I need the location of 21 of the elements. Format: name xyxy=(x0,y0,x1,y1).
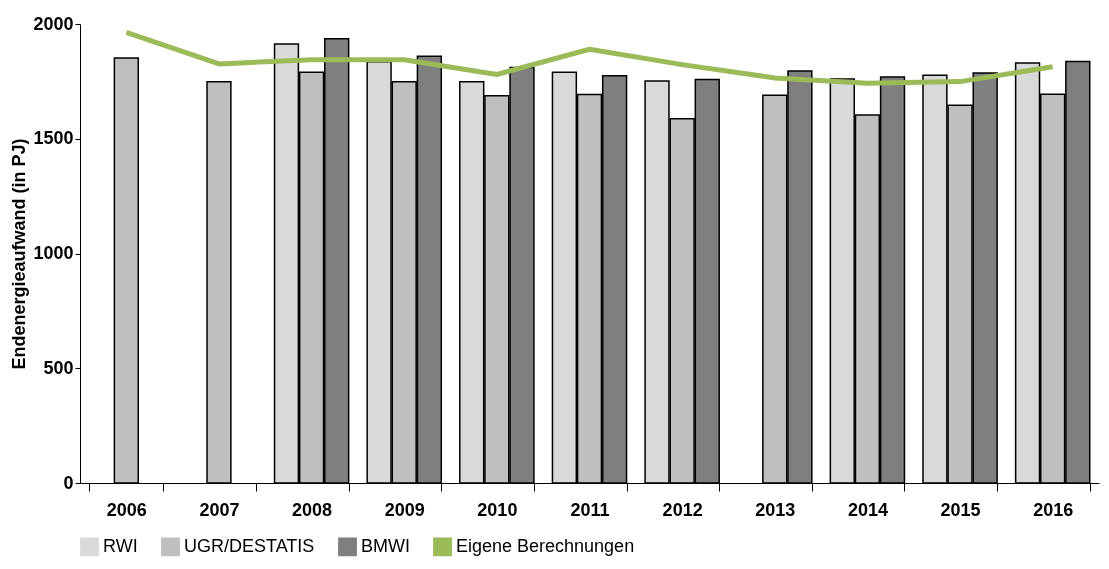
x-tick-label: 2011 xyxy=(570,499,610,520)
x-tick-label: 2006 xyxy=(106,499,147,520)
x-tick-label: 2014 xyxy=(847,499,888,520)
x-tick-label: 2009 xyxy=(384,499,425,520)
legend-label: Eigene Berechnungen xyxy=(456,535,635,556)
x-tick-label: 2016 xyxy=(1033,499,1074,520)
legend-label: BMWI xyxy=(361,535,410,556)
x-tick-label: 2008 xyxy=(292,499,333,520)
y-tick-label: 500 xyxy=(43,357,74,378)
x-tick-label: 2010 xyxy=(477,499,518,520)
legend-label: RWI xyxy=(103,535,138,556)
y-tick-label: 1000 xyxy=(33,243,74,263)
y-tick-label: 1500 xyxy=(33,128,74,149)
y-axis-title: Endenergieaufwand (in PJ) xyxy=(9,138,30,370)
x-tick-label: 2012 xyxy=(662,499,703,520)
x-tick-label: 2013 xyxy=(755,499,796,520)
y-tick-label: 0 xyxy=(63,472,74,493)
y-tick-label: 2000 xyxy=(33,13,74,34)
x-tick-label: 2007 xyxy=(199,499,240,520)
x-tick-label: 2015 xyxy=(940,499,981,520)
legend-label: UGR/DESTATIS xyxy=(184,535,315,556)
